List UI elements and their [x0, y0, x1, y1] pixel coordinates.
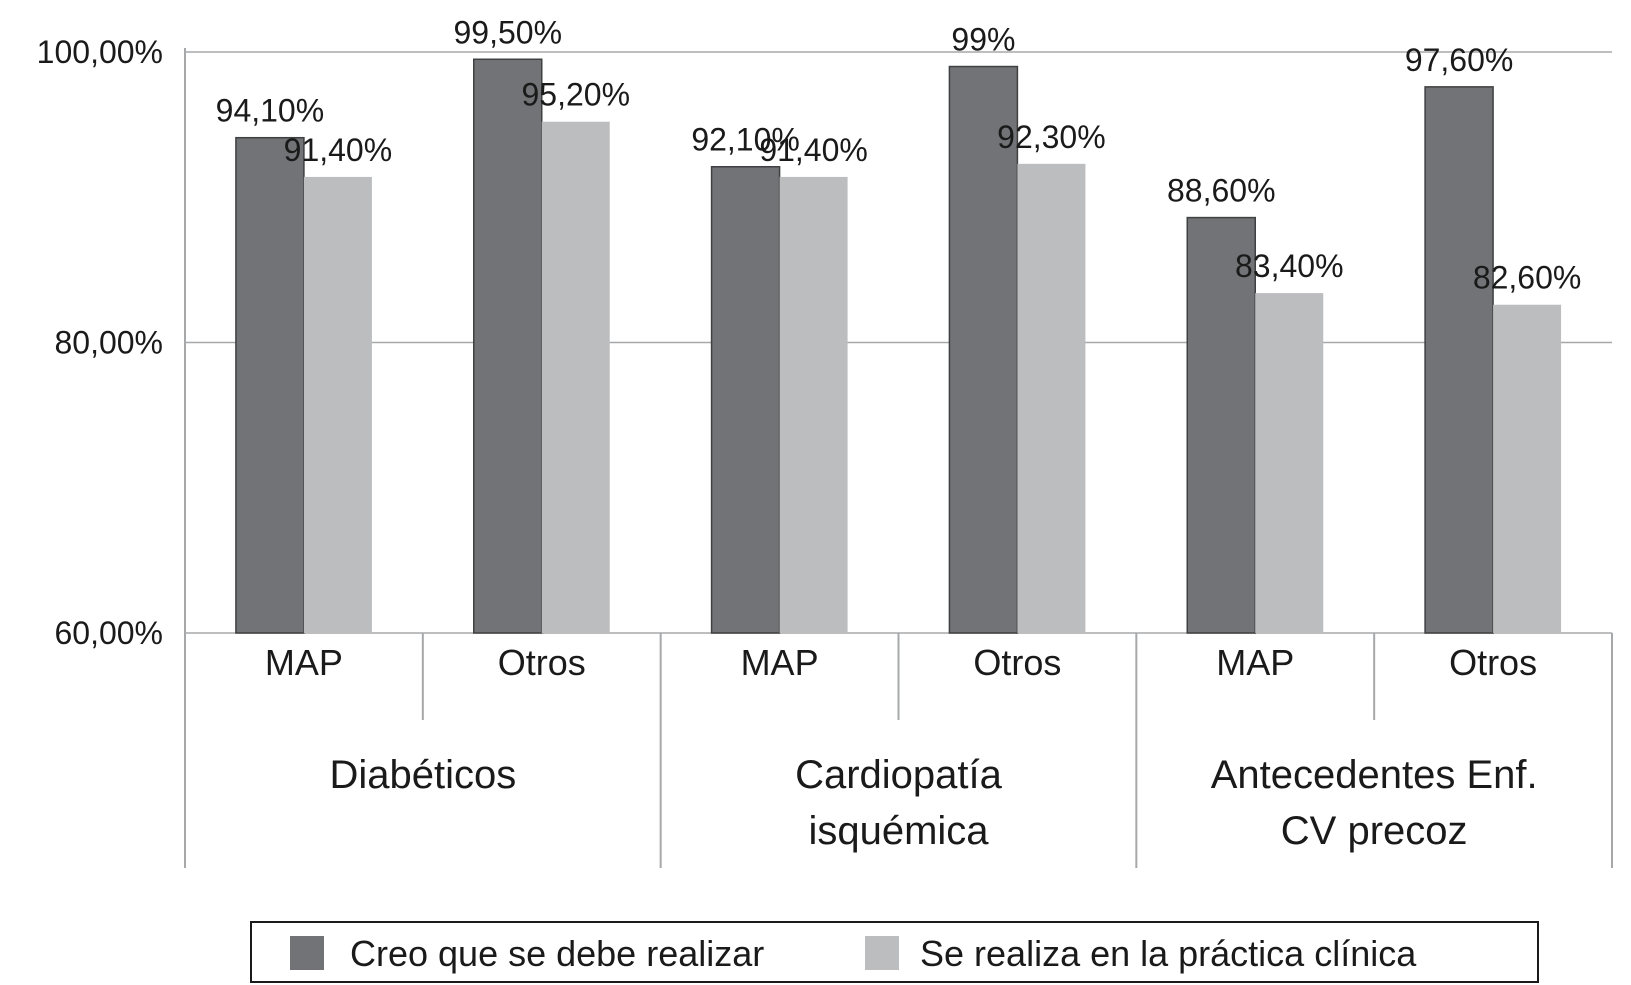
- legend-swatch: [865, 936, 899, 970]
- data-label: 82,60%: [1473, 260, 1582, 296]
- legend-swatch: [290, 936, 324, 970]
- group-label: CV precoz: [1281, 809, 1468, 853]
- data-label: 91,40%: [284, 132, 393, 168]
- bar: [235, 136, 305, 634]
- bar: [948, 65, 1019, 634]
- data-label: 99%: [951, 22, 1015, 58]
- bar: [1424, 86, 1494, 634]
- data-label: 92,30%: [997, 119, 1106, 155]
- x-tick-label: MAP: [265, 642, 343, 683]
- group-label: Diabéticos: [329, 753, 516, 797]
- data-label: 95,20%: [521, 77, 630, 113]
- data-label: 92,10%: [691, 122, 800, 158]
- bar: [1255, 293, 1324, 633]
- x-tick-label: Otros: [1449, 642, 1537, 683]
- data-label: 83,40%: [1235, 248, 1344, 284]
- x-tick-label: MAP: [741, 642, 819, 683]
- data-label: 88,60%: [1167, 173, 1276, 209]
- data-label: 97,60%: [1405, 42, 1514, 78]
- bar: [303, 176, 372, 634]
- bar: [779, 176, 848, 634]
- bar: [541, 121, 610, 633]
- x-tick-label: Otros: [973, 642, 1061, 683]
- bar: [710, 165, 781, 634]
- x-tick-label: MAP: [1216, 642, 1294, 683]
- bar: [1017, 163, 1086, 633]
- data-label: 91,40%: [759, 132, 868, 168]
- group-label: Antecedentes Enf.: [1211, 753, 1538, 797]
- group-label: isquémica: [808, 809, 989, 853]
- bar: [1186, 216, 1256, 634]
- y-tick-label: 100,00%: [37, 34, 163, 70]
- bar: [473, 58, 543, 634]
- legend-label: Se realiza en la práctica clínica: [920, 933, 1417, 974]
- group-label: Cardiopatía: [795, 753, 1003, 797]
- legend-label: Creo que se debe realizar: [350, 933, 764, 974]
- y-tick-label: 80,00%: [54, 325, 163, 361]
- bar: [1493, 304, 1562, 633]
- x-tick-label: Otros: [498, 642, 586, 683]
- data-label: 94,10%: [216, 93, 325, 129]
- y-tick-label: 60,00%: [54, 615, 163, 651]
- data-label: 99,50%: [453, 14, 562, 50]
